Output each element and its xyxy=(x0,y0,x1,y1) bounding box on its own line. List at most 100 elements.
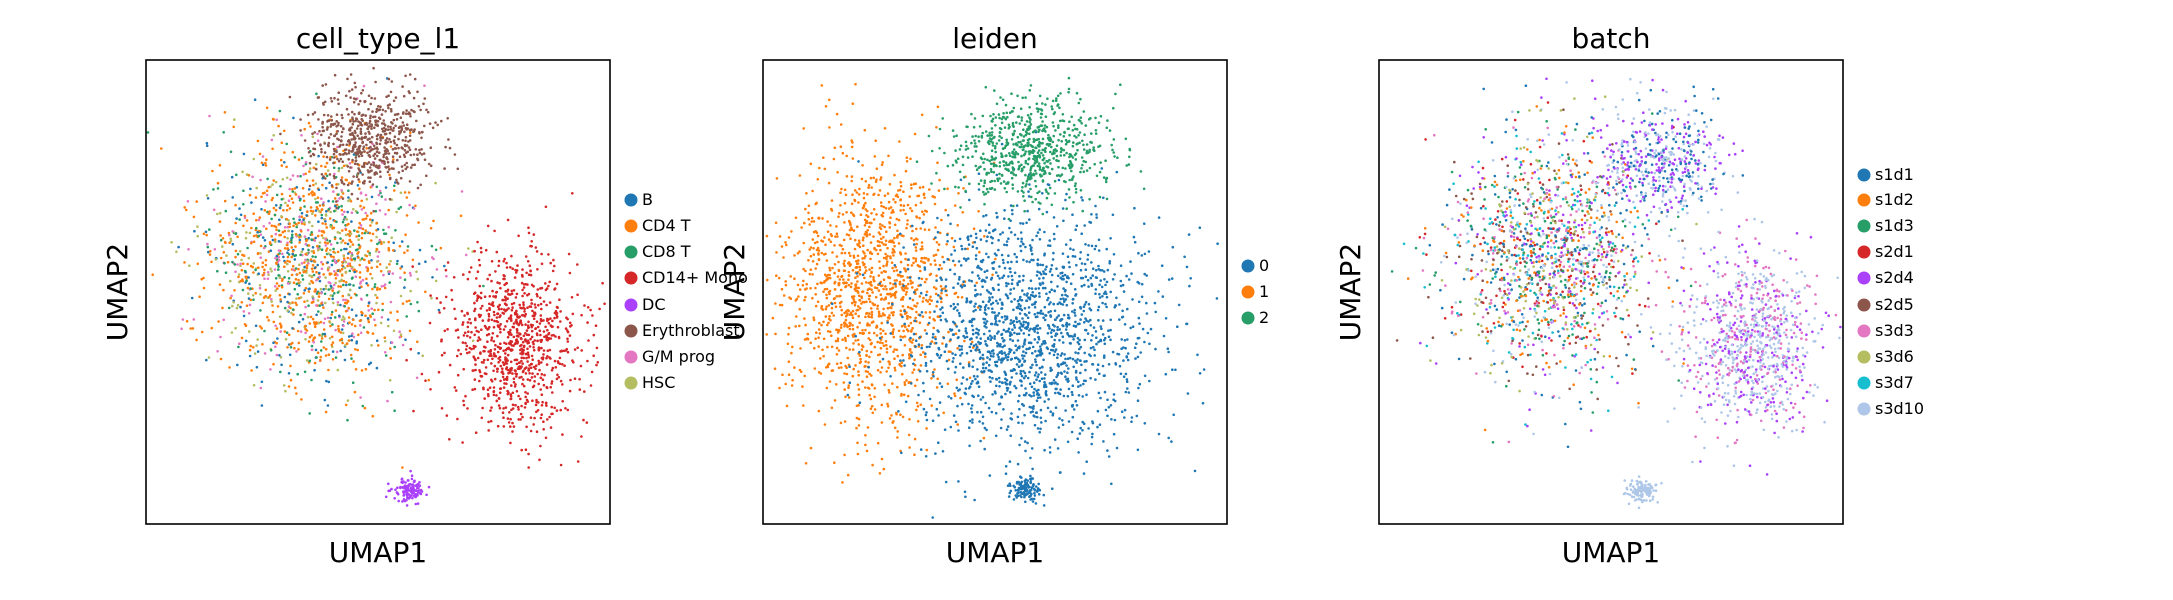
scatter-point xyxy=(395,143,399,147)
scatter-point xyxy=(912,362,915,366)
scatter-point xyxy=(1031,363,1034,367)
scatter-point xyxy=(858,265,862,269)
scatter-point xyxy=(404,233,407,236)
scatter-point xyxy=(880,163,884,167)
scatter-point xyxy=(310,231,314,234)
scatter-point xyxy=(974,257,978,261)
scatter-point xyxy=(1136,448,1140,452)
scatter-point xyxy=(907,329,910,333)
scatter-point xyxy=(361,89,365,92)
scatter-point xyxy=(816,246,820,250)
scatter-point xyxy=(495,291,498,294)
scatter-point xyxy=(369,140,373,144)
scatter-point xyxy=(265,158,268,161)
scatter-point xyxy=(314,214,317,217)
scatter-point xyxy=(291,190,295,193)
scatter-point xyxy=(291,264,295,268)
scatter-point xyxy=(324,83,328,86)
scatter-point xyxy=(799,347,802,350)
plot-frame xyxy=(145,59,611,525)
scatter-point xyxy=(416,483,419,487)
scatter-point xyxy=(352,100,356,104)
scatter-point xyxy=(287,199,291,202)
scatter-point xyxy=(358,187,361,191)
scatter-point xyxy=(548,280,551,284)
scatter-point xyxy=(549,385,552,389)
scatter-point xyxy=(986,356,989,359)
scatter-point xyxy=(517,418,520,421)
scatter-point xyxy=(335,200,338,203)
scatter-point xyxy=(542,428,545,431)
scatter-point xyxy=(541,356,545,359)
scatter-point xyxy=(475,299,479,302)
scatter-point xyxy=(524,401,527,405)
scatter-point xyxy=(865,231,868,235)
scatter-point xyxy=(417,262,421,266)
scatter-point xyxy=(983,235,986,238)
scatter-point xyxy=(265,227,268,231)
scatter-point xyxy=(489,348,493,352)
scatter-point xyxy=(794,216,798,220)
scatter-point xyxy=(843,311,846,315)
scatter-point xyxy=(790,384,794,387)
scatter-point xyxy=(299,330,303,333)
scatter-point xyxy=(854,339,857,342)
scatter-point xyxy=(496,367,500,371)
scatter-point xyxy=(1054,387,1057,391)
scatter-point xyxy=(844,314,848,318)
scatter-point xyxy=(361,227,365,231)
scatter-point xyxy=(272,206,276,210)
scatter-point xyxy=(436,123,440,127)
scatter-point xyxy=(386,170,390,174)
scatter-point xyxy=(885,343,888,347)
scatter-point xyxy=(881,341,884,345)
scatter-point xyxy=(494,354,498,358)
scatter-point xyxy=(280,164,284,167)
legend-item: CD8 T xyxy=(624,242,691,261)
scatter-point xyxy=(257,234,261,238)
scatter-point xyxy=(899,253,903,256)
scatter-point xyxy=(279,158,283,162)
scatter-point xyxy=(332,190,335,193)
scatter-point xyxy=(586,306,590,309)
scatter-point xyxy=(530,302,534,305)
scatter-point xyxy=(822,253,826,256)
scatter-point xyxy=(820,84,824,87)
scatter-point xyxy=(847,261,851,264)
scatter-point xyxy=(304,270,308,273)
scatter-point xyxy=(827,238,831,241)
scatter-point xyxy=(902,284,905,288)
scatter-point xyxy=(1010,412,1013,415)
scatter-point xyxy=(395,118,399,121)
scatter-point xyxy=(922,296,925,300)
scatter-point xyxy=(332,123,335,127)
scatter-point xyxy=(937,189,941,192)
scatter-point xyxy=(507,421,511,424)
scatter-point xyxy=(869,176,873,180)
scatter-point xyxy=(849,285,853,289)
scatter-point xyxy=(519,336,523,340)
scatter-point xyxy=(323,151,327,154)
scatter-point xyxy=(350,150,353,153)
scatter-point xyxy=(867,281,871,285)
scatter-point xyxy=(379,269,383,273)
scatter-point xyxy=(329,243,333,246)
scatter-point xyxy=(910,351,913,354)
scatter-point xyxy=(903,309,906,313)
scatter-point xyxy=(410,477,414,481)
scatter-point xyxy=(857,239,861,242)
scatter-point xyxy=(254,218,258,222)
scatter-point xyxy=(256,231,259,234)
scatter-point xyxy=(520,375,523,379)
scatter-point xyxy=(273,268,277,271)
scatter-point xyxy=(852,295,856,298)
scatter-point xyxy=(557,375,561,379)
scatter-point xyxy=(893,366,897,370)
scatter-point xyxy=(1003,344,1006,348)
scatter-point xyxy=(511,391,515,395)
scatter-point xyxy=(936,161,939,164)
scatter-point xyxy=(876,252,880,256)
scatter-point xyxy=(376,255,380,258)
scatter-point xyxy=(279,298,282,301)
scatter-point xyxy=(468,317,471,321)
